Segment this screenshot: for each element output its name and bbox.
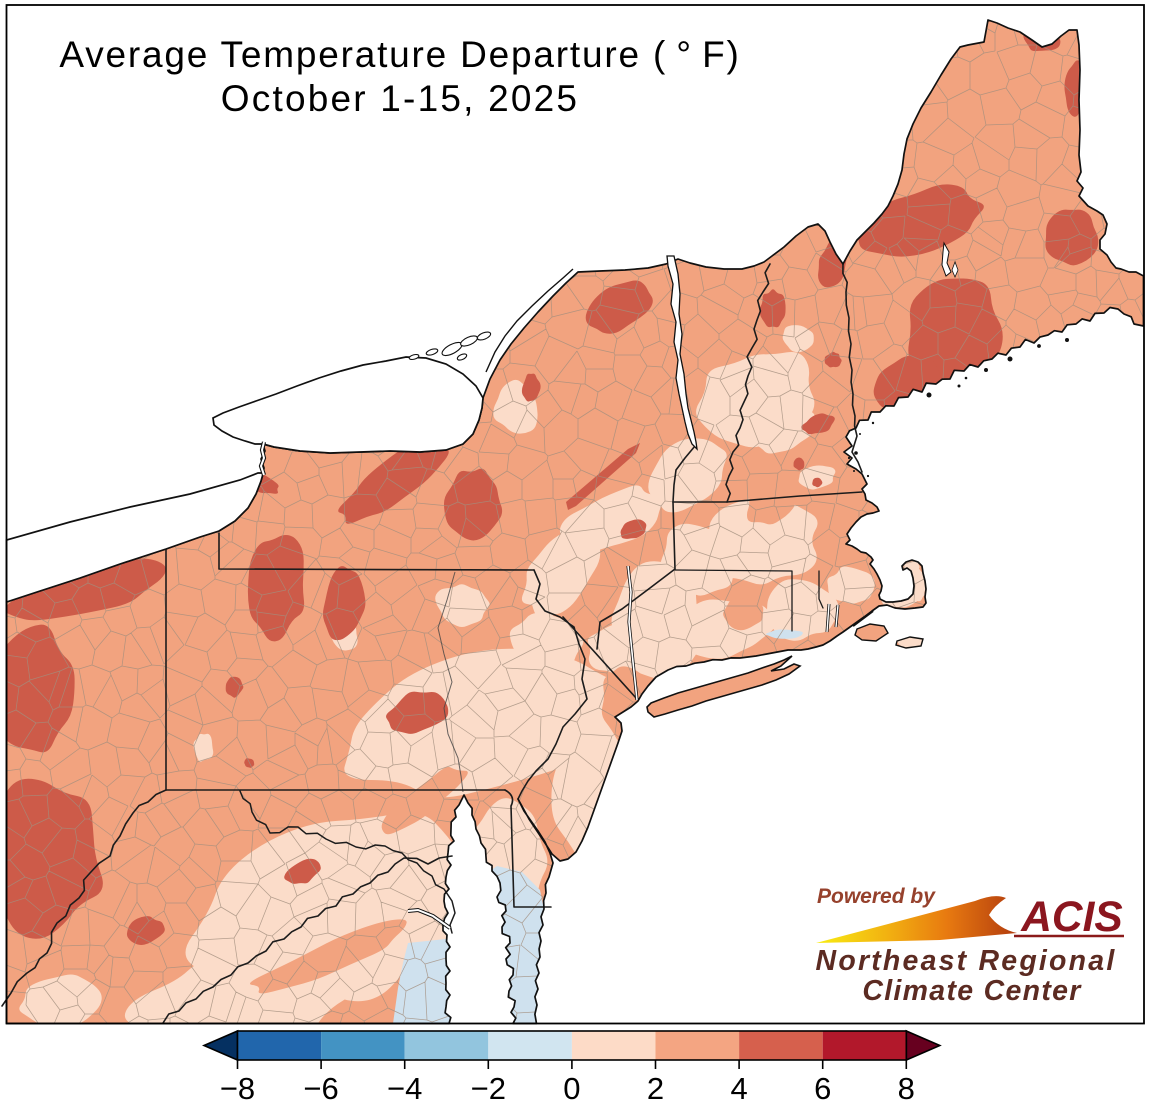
svg-text:Northeast Regional: Northeast Regional bbox=[816, 945, 1117, 977]
svg-text:Average Temperature Departure: Average Temperature Departure ( ° F) bbox=[59, 34, 740, 75]
svg-text:4: 4 bbox=[730, 1071, 747, 1106]
svg-text:2: 2 bbox=[647, 1071, 664, 1106]
svg-text:0: 0 bbox=[563, 1071, 580, 1106]
svg-text:−8: −8 bbox=[220, 1071, 255, 1106]
svg-text:6: 6 bbox=[814, 1071, 831, 1106]
svg-text:Climate Center: Climate Center bbox=[862, 975, 1082, 1007]
svg-text:ACIS: ACIS bbox=[1020, 894, 1123, 941]
svg-text:October 1-15, 2025: October 1-15, 2025 bbox=[221, 78, 579, 119]
svg-text:−4: −4 bbox=[387, 1071, 422, 1106]
svg-text:−2: −2 bbox=[471, 1071, 506, 1106]
svg-text:Powered by: Powered by bbox=[817, 885, 936, 908]
svg-text:8: 8 bbox=[898, 1071, 915, 1106]
svg-text:−6: −6 bbox=[303, 1071, 338, 1106]
